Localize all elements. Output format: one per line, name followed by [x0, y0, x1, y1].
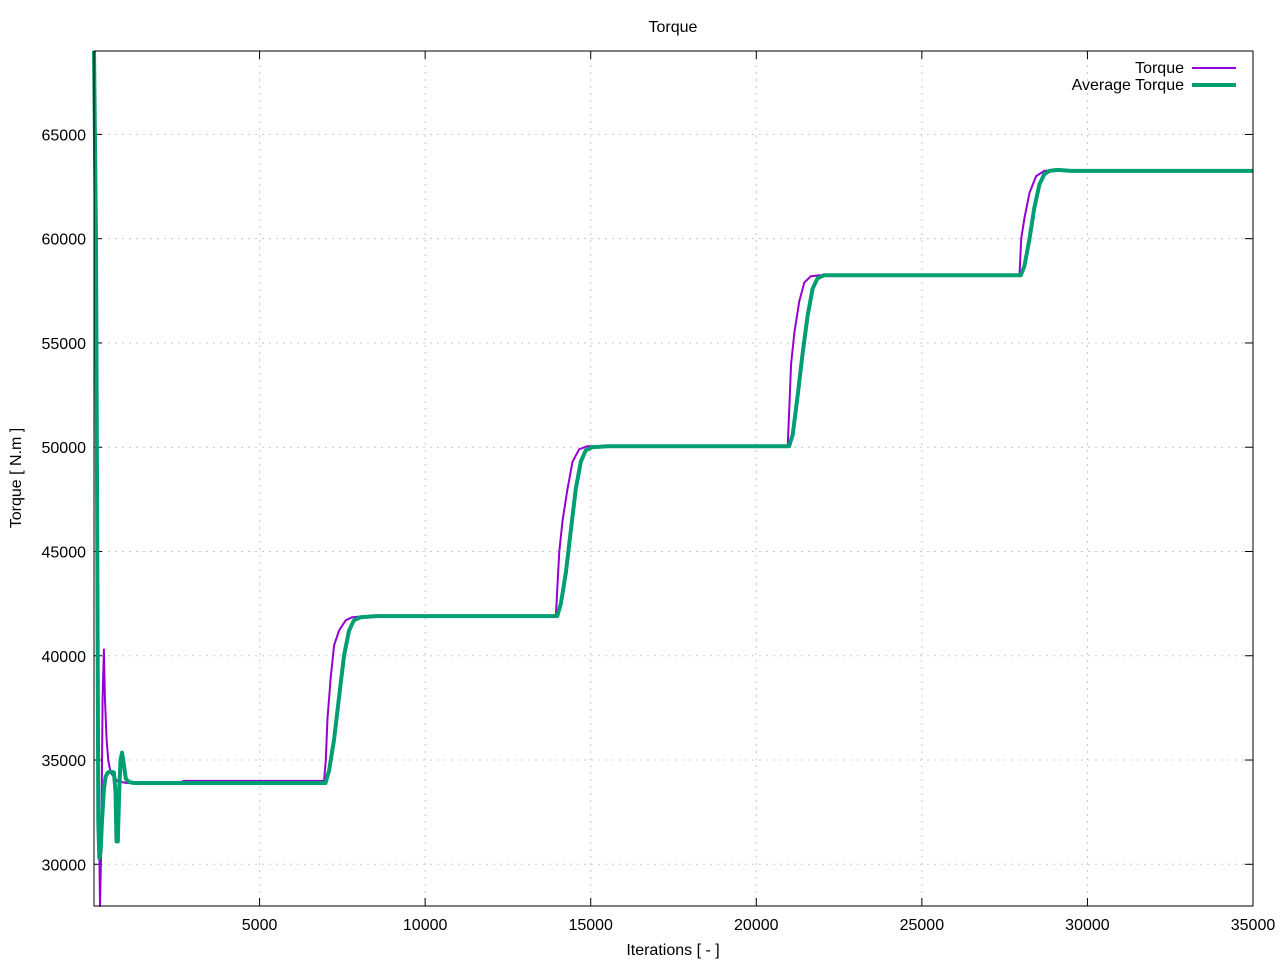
plot-frame [93, 50, 1254, 907]
series-line-1 [92, 50, 1253, 860]
y-tick-label-6: 60000 [42, 232, 87, 249]
series-line-0 [93, 50, 1253, 907]
x-tick-label-0: 5000 [242, 917, 278, 934]
y-tick-label-5: 55000 [42, 336, 87, 353]
chart-title: Torque [649, 19, 698, 36]
y-tick-label-3: 45000 [42, 544, 87, 561]
y-tick-label-4: 50000 [42, 440, 87, 457]
y-tick-label-7: 65000 [42, 127, 87, 144]
x-tick-label-4: 25000 [900, 917, 945, 934]
y-tick-label-1: 35000 [42, 753, 87, 770]
x-tick-label-2: 15000 [568, 917, 613, 934]
axis-ticks: 5000 10000 15000 20000 25000 30000 35000 30000 3… [42, 51, 1276, 934]
x-axis-label: Iterations [ - ] [626, 942, 719, 959]
x-tick-label-5: 30000 [1065, 917, 1110, 934]
y-axis-label: Torque [ N.m ] [8, 428, 25, 528]
legend-label-1: Average Torque [1072, 77, 1184, 94]
grid-lines [94, 51, 1253, 906]
x-tick-label-3: 20000 [734, 917, 779, 934]
x-tick-label-6: 35000 [1231, 917, 1276, 934]
series-lines [92, 50, 1253, 907]
y-tick-label-2: 40000 [42, 649, 87, 666]
legend-label-0: Torque [1135, 60, 1184, 77]
x-tick-label-1: 10000 [403, 917, 448, 934]
y-tick-label-0: 30000 [42, 857, 87, 874]
